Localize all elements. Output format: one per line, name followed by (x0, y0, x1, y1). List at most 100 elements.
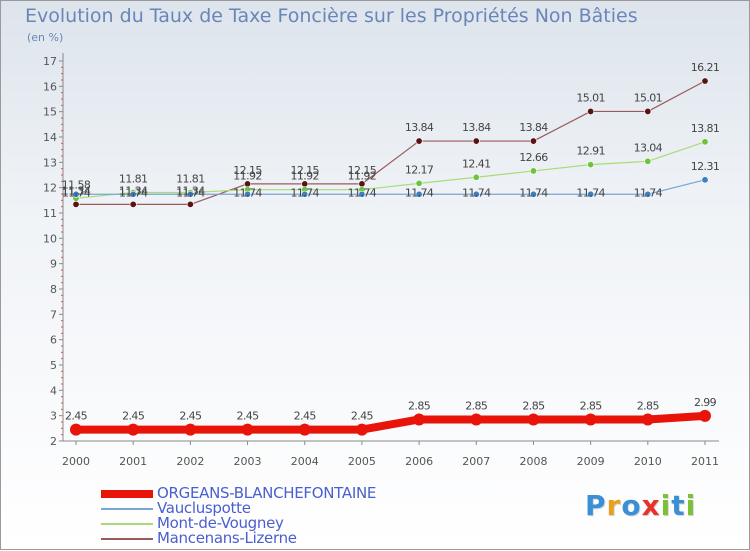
series-3-point (186, 200, 194, 208)
data-label: 11.74 (119, 186, 148, 199)
data-label: 2.85 (465, 399, 488, 412)
data-label: 2.85 (522, 399, 545, 412)
legend-label: ORGEANS-BLANCHEFONTAINE (157, 484, 377, 502)
series-1-point (301, 190, 309, 198)
legend-swatch (101, 507, 153, 510)
series-0-point (184, 423, 197, 436)
x-tick-label: 2002 (176, 455, 204, 468)
series-3-point (529, 137, 537, 145)
data-label: 11.92 (348, 170, 377, 183)
legend-swatch (101, 537, 153, 540)
series-0-point (127, 423, 140, 436)
y-tick-label: 4 (50, 384, 57, 397)
data-label: 2.85 (580, 399, 603, 412)
data-label: 11.74 (519, 186, 548, 199)
series-0-point (413, 413, 426, 426)
data-label: 11.74 (176, 186, 205, 199)
data-label: 11.34 (62, 184, 91, 197)
x-tick-label: 2006 (405, 455, 433, 468)
legend-swatch (101, 489, 153, 498)
data-label: 11.92 (290, 170, 319, 183)
data-label: 13.84 (405, 121, 434, 134)
data-label: 12.41 (462, 157, 491, 170)
series-3-point (72, 200, 80, 208)
data-label: 16.21 (691, 61, 720, 74)
series-0-point (241, 423, 254, 436)
series-3-point (129, 200, 137, 208)
data-label: 13.84 (462, 121, 491, 134)
proxiti-logo: Proxiti (585, 489, 697, 522)
data-label: 2.85 (408, 399, 431, 412)
x-tick-label: 2004 (291, 455, 319, 468)
series-2-point (644, 157, 652, 165)
series-0-point (470, 413, 483, 426)
series-1-point (72, 190, 80, 198)
x-tick-label: 2001 (119, 455, 147, 468)
y-tick-label: 7 (50, 308, 57, 321)
series-0-point (699, 409, 711, 422)
chart-title: Evolution du Taux de Taxe Foncière sur l… (25, 5, 638, 27)
series-2-point (529, 167, 537, 175)
series-1-point (244, 190, 252, 198)
data-label: 2.99 (694, 396, 717, 409)
series-1-point (472, 190, 480, 198)
y-tick-label: 8 (50, 283, 57, 296)
series-3-point (644, 107, 652, 115)
x-tick-label: 2011 (691, 455, 719, 468)
data-label: 12.15 (290, 164, 319, 177)
y-tick-label: 13 (43, 156, 57, 169)
data-label: 12.66 (519, 151, 548, 164)
y-tick-label: 16 (43, 80, 57, 93)
series-1-point (415, 190, 423, 198)
data-label: 2.45 (236, 410, 259, 423)
data-label: 13.04 (634, 141, 663, 154)
chart-subtitle: (en %) (27, 31, 64, 44)
data-label: 11.58 (62, 178, 91, 191)
data-label: 2.45 (294, 410, 317, 423)
data-label: 11.81 (119, 172, 148, 185)
series-0-point (584, 413, 597, 426)
y-tick-label: 5 (50, 359, 57, 372)
data-label: 11.74 (348, 186, 377, 199)
data-label: 2.45 (65, 410, 88, 423)
data-label: 11.74 (634, 186, 663, 199)
y-tick-label: 12 (43, 182, 57, 195)
data-label: 12.15 (348, 164, 377, 177)
series-0-point (298, 423, 311, 436)
series-line-2 (75, 141, 706, 199)
y-tick-label: 17 (43, 55, 57, 68)
series-0-point (355, 423, 368, 436)
series-1-point (358, 190, 366, 198)
y-tick-label: 9 (50, 258, 57, 271)
series-line-1 (75, 179, 706, 195)
series-3-point (701, 77, 709, 85)
data-label: 12.15 (233, 164, 262, 177)
data-label: 13.81 (691, 122, 720, 135)
series-2-point (587, 161, 595, 169)
data-label: 13.84 (519, 121, 548, 134)
data-label: 11.92 (233, 170, 262, 183)
data-label: 11.81 (176, 172, 205, 185)
data-label: 2.85 (637, 399, 660, 412)
series-line-0 (72, 411, 709, 434)
data-label: 2.45 (351, 410, 374, 423)
x-tick-label: 2003 (234, 455, 262, 468)
x-tick-label: 2007 (462, 455, 490, 468)
legend-swatch (101, 522, 153, 525)
series-2-point (415, 179, 423, 187)
data-label: 15.01 (634, 91, 663, 104)
y-tick-label: 11 (43, 207, 57, 220)
series-1-point (129, 190, 137, 198)
data-label: 11.74 (62, 186, 91, 199)
x-tick-label: 2010 (634, 455, 662, 468)
data-label: 2.45 (122, 410, 145, 423)
x-tick-label: 2005 (348, 455, 376, 468)
data-label: 11.74 (290, 186, 319, 199)
y-tick-label: 10 (43, 232, 57, 245)
data-label: 11.74 (462, 186, 491, 199)
series-line-3 (75, 80, 706, 205)
data-label: 11.74 (233, 186, 262, 199)
data-label: 11.34 (119, 184, 148, 197)
